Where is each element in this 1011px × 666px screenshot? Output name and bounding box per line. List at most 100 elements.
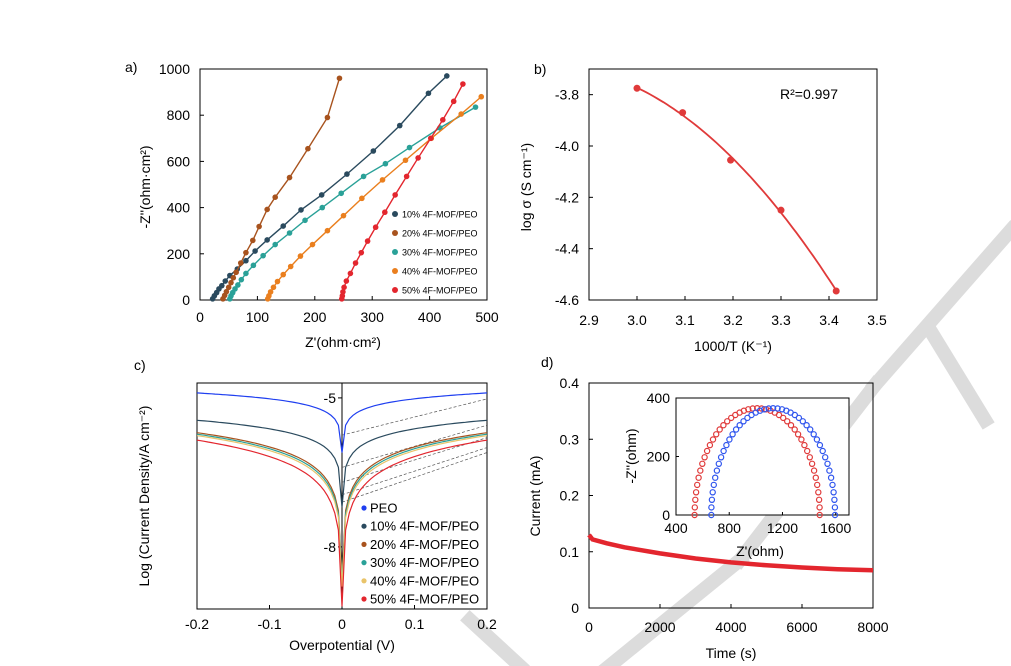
data-point-a [341,284,347,291]
inset-data-point [784,418,791,425]
x-tick-label-a: 200 [303,309,327,325]
data-point-a [406,144,413,151]
data-point-b [633,84,641,92]
data-point-b [727,156,735,164]
y-tick-label-b: -4.6 [555,292,579,308]
panel-label-c: c) [134,357,146,373]
legend-marker-c [361,578,367,584]
data-point-a [264,237,270,243]
legend-label-c: 20% 4F-MOF/PEO [370,537,479,552]
inset-data-point [831,496,838,503]
inset-x-tick-label: 800 [718,520,742,536]
data-point-a [223,288,230,295]
panel-label-d: d) [541,354,553,370]
y-axis-label-b: log σ (S cm⁻¹) [518,143,534,231]
x-tick-label-b: 3.1 [675,312,695,328]
data-point-a [270,284,277,291]
inset-data-point [787,422,795,429]
inset-data-point [691,504,699,511]
data-point-a [260,252,266,259]
data-point-a [280,271,287,278]
data-point-a [250,262,257,269]
y-tick-label-c: -5 [324,390,337,406]
inset-data-point [694,481,701,489]
x-tick-label-b: 3.3 [771,312,791,328]
inset-data-point [816,504,823,511]
data-point-a [272,241,278,248]
data-point-b [832,287,840,295]
data-point-a [360,173,367,180]
legend-marker-a [392,230,398,236]
x-axis-label-b: 1000/T (K⁻¹) [694,338,772,354]
x-tick-label-b: 3.2 [723,312,743,328]
inset-data-point [723,441,730,449]
y-tick-label-c: -8 [324,539,337,555]
inset-data-point [716,426,723,433]
inset-data-point [780,414,787,422]
data-point-a [243,270,249,277]
inset-data-point [769,405,777,412]
inset-data-point [697,467,704,474]
x-tick-label-a: 0 [196,309,204,325]
x-tick-label-a: 400 [418,309,442,325]
data-point-a [379,177,386,183]
plot-frame-b [588,68,878,301]
data-point-a [340,212,347,219]
inset-data-point [816,511,823,519]
legend-label-a: 40% 4F-MOF/PEO [402,267,478,277]
data-point-a [252,248,258,254]
inset-data-point [798,436,805,443]
data-point-b [679,109,687,117]
data-point-a [250,237,256,244]
data-point-a [460,81,466,87]
data-point-a [403,173,410,180]
data-point-a [458,111,464,117]
inset-data-point [724,418,731,425]
data-point-a [297,253,304,259]
inset-y-tick-label: 400 [647,390,671,406]
legend-label-a: 30% 4F-MOF/PEO [402,248,478,258]
inset-data-point [775,411,783,419]
legend-marker-a [392,249,398,255]
tafel-curve [196,419,488,508]
data-point-a [302,217,308,224]
inset-data-point [813,436,821,443]
inset-data-point [803,422,810,429]
legend-marker-a [392,268,398,274]
data-point-a [319,204,326,211]
inset-data-point [703,447,711,455]
inset-data-point [713,431,720,438]
panel-c: -0.2 -0.1 0 0.1 0.2 -5 -8 PEO 10% 4F-MOF/PEO 20%… [136,382,497,653]
inset-data-point [791,426,798,433]
data-point-a [235,282,241,288]
panel-label-b: b) [534,61,546,77]
data-point-a [233,269,239,276]
tafel-curve [196,439,488,607]
data-point-a [324,114,331,121]
inset-data-point [795,414,803,422]
y-tick-label-d: 0.2 [560,488,580,504]
data-point-a [222,278,229,284]
watermark [460,220,1011,666]
tafel-tangent [341,447,488,496]
data-point-a [219,282,225,289]
y-tick-label-d: 0 [571,600,579,616]
y-tick-label-d: 0.1 [560,544,580,560]
inset-frame [675,397,850,516]
y-axis-label-d: Current (mA) [527,456,543,537]
panel-a: 0 100 200 300 400 500 0 200 400 600 800 1000 10% 4F… [137,61,499,350]
tafel-curve [196,392,488,453]
x-axis-label-a: Z'(ohm·cm²) [305,334,381,350]
data-point-a [415,155,421,161]
data-point-a [272,194,278,201]
data-point-a [372,224,379,231]
watermark-stroke [598,550,750,666]
inset-data-point [729,431,736,438]
inset-data-point [699,460,706,467]
x-tick-label-b: 3.0 [627,312,647,328]
inset-data-point [822,454,829,461]
x-tick-label-d: 0 [585,619,593,635]
inset-data-point [814,481,821,489]
data-point-a [402,157,409,164]
